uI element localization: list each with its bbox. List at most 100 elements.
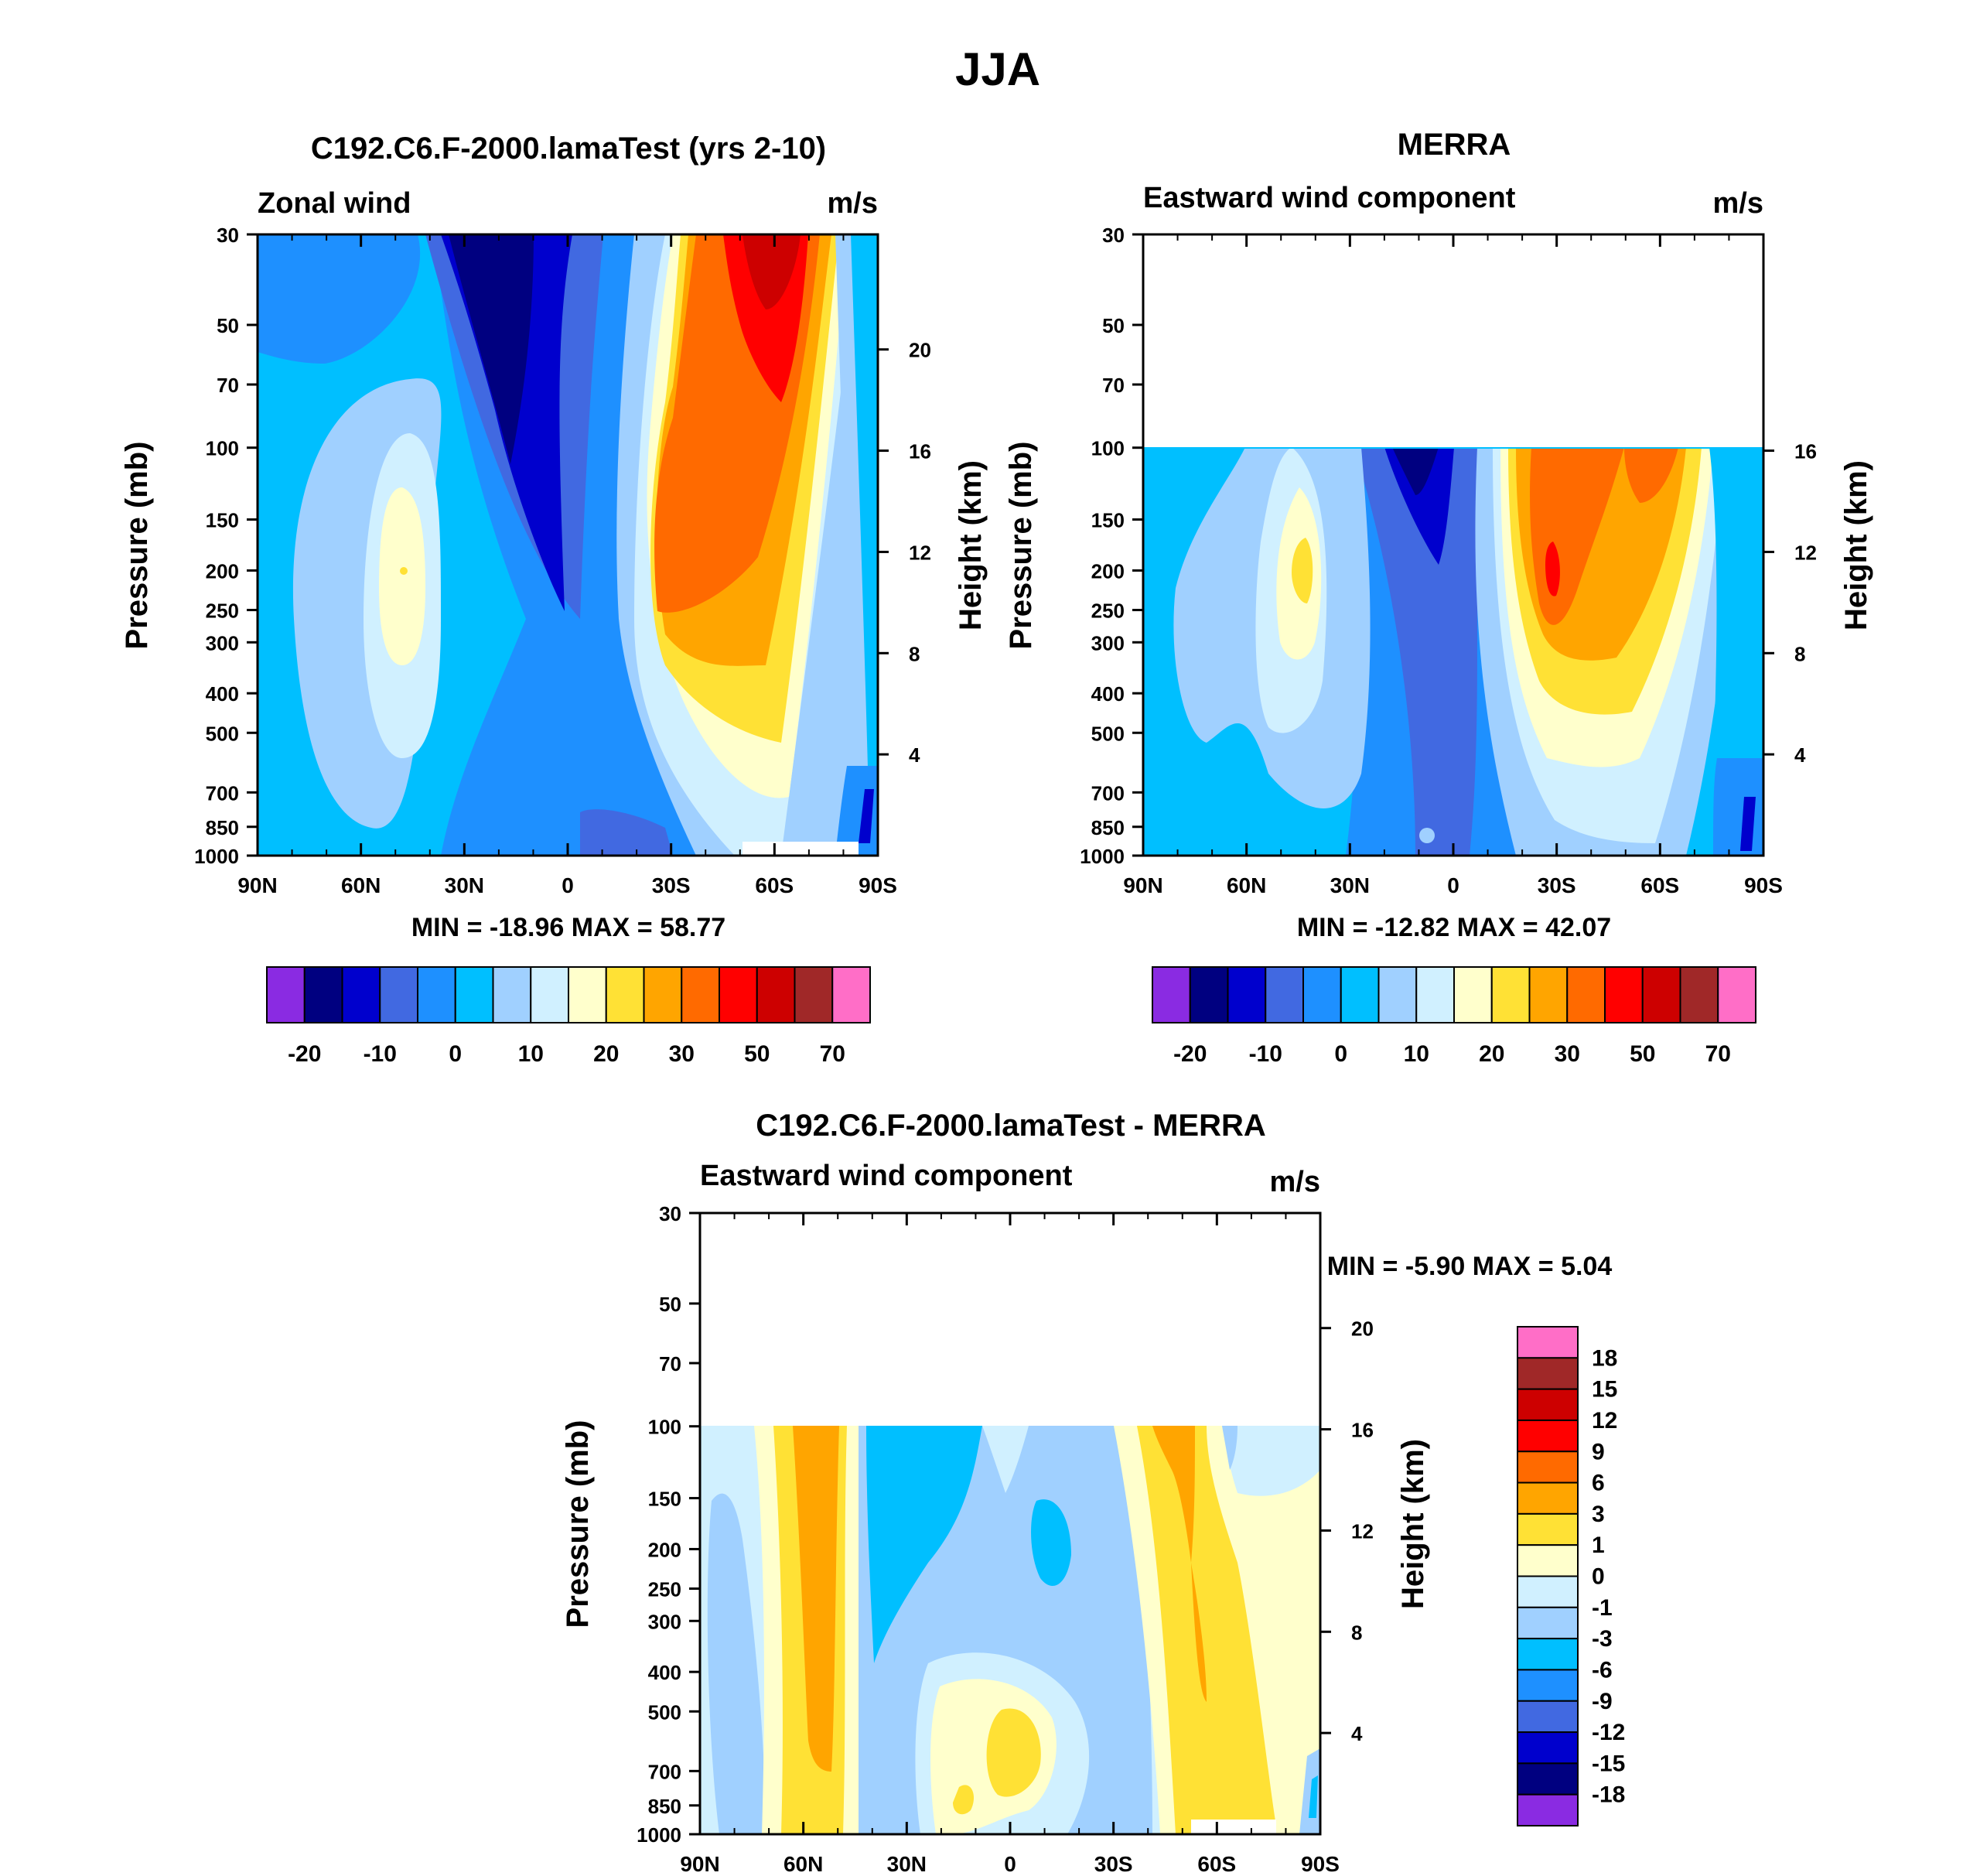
panel2-title: MERRA <box>1398 128 1511 162</box>
colorbar-swatch <box>266 966 306 1023</box>
colorbar-label: 9 <box>1592 1439 1605 1464</box>
colorbar-swatch <box>1517 1731 1579 1765</box>
colorbar-label: 70 <box>820 1041 845 1067</box>
y-tick-label: 850 <box>648 1795 681 1818</box>
colorbar-label: 10 <box>1404 1041 1429 1067</box>
colorbar-label: 12 <box>1592 1408 1617 1433</box>
y-tick-label: 70 <box>1102 374 1125 397</box>
y-tick-label: 400 <box>1091 682 1125 706</box>
panel2-ylabel: Pressure (mb) <box>1004 442 1038 650</box>
x-tick-label: 60N <box>341 873 381 897</box>
y2-tick-label: 20 <box>909 339 931 362</box>
y-tick-label: 70 <box>659 1352 681 1375</box>
y-tick-label: 150 <box>1091 509 1125 532</box>
y-tick-label: 700 <box>206 781 239 805</box>
y-tick-label: 400 <box>648 1661 681 1684</box>
colorbar-label: 30 <box>1555 1041 1580 1067</box>
colorbar-swatch <box>417 966 456 1023</box>
y-tick-label: 700 <box>1091 781 1125 805</box>
colorbar-swatch <box>1377 966 1418 1023</box>
panel-difference: C192.C6.F-2000.lamaTest - MERRA Eastward… <box>561 1109 1625 1876</box>
y-tick-label: 300 <box>648 1610 681 1633</box>
x-tick-label: 30N <box>1330 873 1370 897</box>
y2-tick-label: 8 <box>1794 642 1805 665</box>
colorbar-swatch <box>379 966 418 1023</box>
y-tick-label: 30 <box>217 224 239 247</box>
y-tick-label: 700 <box>648 1760 681 1783</box>
y-tick-label: 150 <box>206 509 239 532</box>
y2-tick-label: 20 <box>1351 1317 1374 1341</box>
panel-model: C192.C6.F-2000.lamaTest (yrs 2-10) Zonal… <box>120 132 988 1067</box>
colorbar-swatch <box>681 966 720 1023</box>
colorbar-swatch <box>1152 966 1191 1023</box>
y-tick-label: 200 <box>648 1538 681 1561</box>
colorbar-swatch <box>1517 1575 1579 1608</box>
panel2-colorbar: -20 -10 0 10 20 30 50 70 <box>1152 966 1756 1067</box>
panel3-units: m/s <box>1270 1166 1320 1198</box>
x-tick-label: 90N <box>680 1852 719 1876</box>
y2-tick-label: 16 <box>909 440 931 463</box>
panel3-ylabel: Pressure (mb) <box>561 1420 595 1628</box>
colorbar-label: -9 <box>1592 1689 1613 1714</box>
y-tick-label: 250 <box>206 600 239 623</box>
y-tick-label: 30 <box>1102 224 1125 247</box>
colorbar-swatch <box>1517 1419 1579 1453</box>
colorbar-swatch <box>568 966 607 1023</box>
panel3-axes: 90N 60N 30N 0 30S 60S 90S 30 50 70 100 150 200 250 300… <box>637 1202 1374 1876</box>
colorbar-label: -3 <box>1592 1626 1613 1652</box>
x-tick-label: 0 <box>1004 1852 1016 1876</box>
colorbar-swatch <box>303 966 343 1023</box>
panel-merra: MERRA Eastward wind component m/s <box>1004 128 1873 1067</box>
y-tick-label: 500 <box>206 722 239 745</box>
y2-tick-label: 12 <box>1794 541 1817 564</box>
panel1-y2label: Height (km) <box>954 460 988 630</box>
y-tick-label: 100 <box>648 1416 681 1439</box>
y-tick-label: 200 <box>206 559 239 583</box>
x-tick-label: 60S <box>755 873 794 897</box>
page-title: JJA <box>955 43 1040 95</box>
y-tick-label: 200 <box>1091 559 1125 583</box>
y-tick-label: 250 <box>1091 600 1125 623</box>
panel2-contours <box>1143 447 1763 856</box>
panel3-stats: MIN = -5.90 MAX = 5.04 <box>1327 1252 1613 1281</box>
colorbar-swatch <box>605 966 645 1023</box>
x-tick-label: 30S <box>652 873 691 897</box>
colorbar-swatch <box>1189 966 1229 1023</box>
y-tick-label: 850 <box>1091 816 1125 839</box>
x-tick-label: 90S <box>1301 1852 1340 1876</box>
colorbar-swatch <box>341 966 381 1023</box>
y-tick-label: 50 <box>1102 314 1125 337</box>
colorbar-label: 1 <box>1592 1533 1605 1558</box>
colorbar-swatch <box>643 966 683 1023</box>
y-tick-label: 30 <box>659 1202 681 1225</box>
colorbar-label: -18 <box>1592 1782 1625 1808</box>
colorbar-swatch <box>1517 1638 1579 1671</box>
y-tick-label: 100 <box>206 437 239 460</box>
colorbar-label: -12 <box>1592 1720 1625 1745</box>
colorbar-label: 15 <box>1592 1377 1617 1403</box>
panel3-left-label: Eastward wind component <box>700 1160 1073 1192</box>
panel3-contours <box>700 1426 1320 1834</box>
colorbar-swatch <box>1517 1544 1579 1577</box>
panel2-stats: MIN = -12.82 MAX = 42.07 <box>1297 913 1611 942</box>
x-tick-label: 0 <box>1447 873 1459 897</box>
colorbar-label: 50 <box>1630 1041 1655 1067</box>
colorbar-swatch <box>1490 966 1531 1023</box>
colorbar-swatch <box>1517 1669 1579 1702</box>
panel2-units: m/s <box>1713 187 1763 220</box>
colorbar-label: 50 <box>744 1041 770 1067</box>
colorbar-swatch <box>1340 966 1380 1023</box>
y2-tick-label: 8 <box>909 642 920 665</box>
panel3-title: C192.C6.F-2000.lamaTest - MERRA <box>756 1109 1266 1143</box>
colorbar-swatch <box>1517 1793 1579 1826</box>
y-tick-label: 50 <box>217 314 239 337</box>
panel2-left-label: Eastward wind component <box>1143 182 1516 214</box>
colorbar-swatch <box>1517 1762 1579 1796</box>
x-tick-label: 90S <box>1744 873 1783 897</box>
colorbar-swatch <box>1679 966 1719 1023</box>
colorbar-swatch <box>831 966 871 1023</box>
colorbar-swatch <box>1528 966 1569 1023</box>
y2-tick-label: 8 <box>1351 1621 1362 1644</box>
x-tick-label: 30S <box>1094 1852 1133 1876</box>
